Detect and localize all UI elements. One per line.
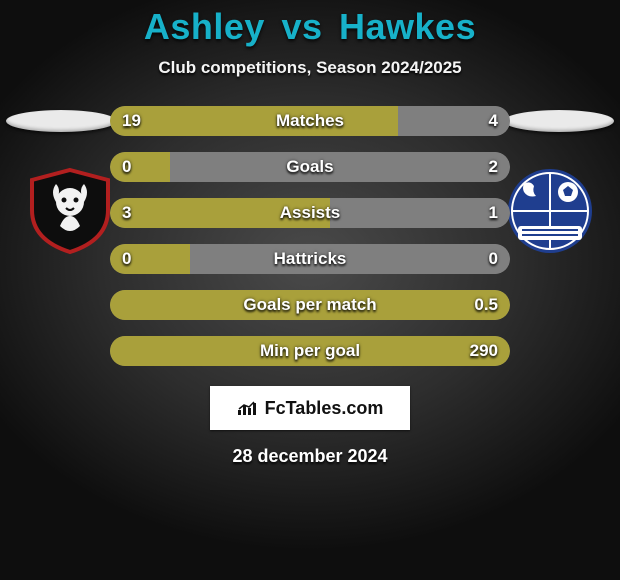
bar-label: Min per goal bbox=[260, 341, 360, 361]
bar-value-right: 290 bbox=[470, 341, 498, 361]
title-vs: vs bbox=[281, 6, 322, 47]
stat-row: Matches 19 4 bbox=[110, 106, 510, 136]
content-root: Ashley vs Hawkes Club competitions, Seas… bbox=[0, 0, 620, 580]
shield-icon bbox=[20, 166, 120, 256]
bar-label: Goals per match bbox=[243, 295, 376, 315]
bar-label: Matches bbox=[276, 111, 344, 131]
bar-value-right: 2 bbox=[489, 157, 498, 177]
bar-label: Assists bbox=[280, 203, 340, 223]
bar-fill-left bbox=[110, 152, 170, 182]
bar-fill-right bbox=[330, 198, 510, 228]
watermark-text: FcTables.com bbox=[265, 398, 384, 419]
page-title: Ashley vs Hawkes bbox=[144, 6, 476, 48]
bar-value-right: 0.5 bbox=[474, 295, 498, 315]
stat-row: Assists 3 1 bbox=[110, 198, 510, 228]
comparison-area: Matches194Goals02Assists31Hattricks00Goa… bbox=[0, 106, 620, 376]
watermark: FcTables.com bbox=[210, 386, 410, 430]
bar-value-left: 0 bbox=[122, 249, 131, 269]
stat-row: Goals per match 0.5 bbox=[110, 290, 510, 320]
player1-crest bbox=[20, 166, 120, 256]
chart-icon bbox=[237, 400, 259, 416]
bar-fill-right bbox=[170, 152, 510, 182]
title-player1: Ashley bbox=[144, 6, 265, 47]
bar-label: Goals bbox=[286, 157, 333, 177]
subtitle: Club competitions, Season 2024/2025 bbox=[158, 58, 461, 78]
stat-row: Min per goal 290 bbox=[110, 336, 510, 366]
stat-row: Goals 0 2 bbox=[110, 152, 510, 182]
title-player2: Hawkes bbox=[339, 6, 476, 47]
bar-value-right: 4 bbox=[489, 111, 498, 131]
bar-label: Hattricks bbox=[274, 249, 347, 269]
player2-ellipse bbox=[504, 110, 614, 132]
stat-row: Hattricks 0 0 bbox=[110, 244, 510, 274]
bar-fill-left bbox=[110, 106, 398, 136]
bar-fill-right bbox=[430, 244, 510, 274]
player1-ellipse bbox=[6, 110, 116, 132]
bar-value-right: 0 bbox=[489, 249, 498, 269]
bar-value-right: 1 bbox=[489, 203, 498, 223]
stat-bars: Matches194Goals02Assists31Hattricks00Goa… bbox=[110, 106, 510, 382]
badge-icon bbox=[500, 166, 600, 256]
bar-value-left: 19 bbox=[122, 111, 141, 131]
bar-value-left: 3 bbox=[122, 203, 131, 223]
date-label: 28 december 2024 bbox=[232, 446, 387, 467]
player2-crest bbox=[500, 166, 600, 256]
bar-value-left: 0 bbox=[122, 157, 131, 177]
